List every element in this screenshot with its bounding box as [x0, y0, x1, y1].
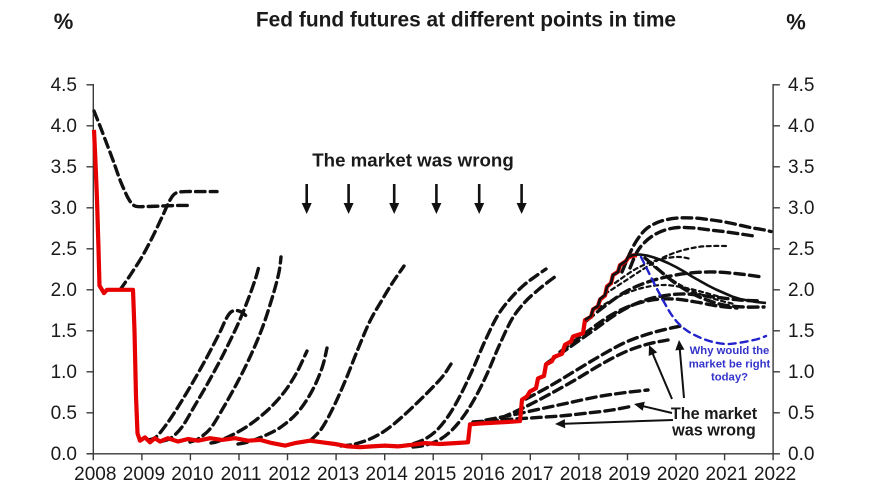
svg-text:2.0: 2.0 — [788, 280, 814, 301]
svg-text:2011: 2011 — [221, 464, 262, 485]
svg-text:0.5: 0.5 — [788, 403, 814, 424]
svg-text:4.5: 4.5 — [788, 75, 814, 96]
svg-text:2008: 2008 — [74, 464, 116, 485]
svg-text:2012: 2012 — [268, 464, 310, 485]
svg-text:1.5: 1.5 — [51, 321, 77, 342]
svg-text:3.0: 3.0 — [788, 198, 814, 219]
svg-text:2014: 2014 — [366, 464, 409, 485]
svg-text:1.0: 1.0 — [788, 362, 814, 383]
svg-text:2016: 2016 — [463, 464, 505, 485]
svg-text:1.5: 1.5 — [788, 321, 814, 342]
svg-text:2018: 2018 — [560, 464, 602, 485]
svg-text:2010: 2010 — [171, 464, 213, 485]
svg-text:2015: 2015 — [414, 464, 456, 485]
svg-text:market be right: market be right — [689, 358, 771, 370]
svg-text:Why would the: Why would the — [690, 345, 770, 357]
svg-text:%: % — [54, 9, 74, 34]
svg-text:3.0: 3.0 — [51, 198, 77, 219]
svg-text:2019: 2019 — [608, 464, 650, 485]
svg-text:2013: 2013 — [317, 464, 359, 485]
svg-text:4.0: 4.0 — [788, 116, 814, 137]
svg-text:today?: today? — [711, 372, 748, 384]
svg-text:4.0: 4.0 — [51, 116, 77, 137]
svg-text:2022: 2022 — [754, 464, 796, 485]
svg-text:2009: 2009 — [123, 464, 165, 485]
svg-text:0.0: 0.0 — [51, 444, 77, 465]
svg-text:4.5: 4.5 — [51, 75, 77, 96]
svg-text:2020: 2020 — [657, 464, 699, 485]
svg-text:%: % — [786, 10, 806, 35]
svg-text:0.5: 0.5 — [51, 403, 77, 424]
svg-text:2021: 2021 — [705, 464, 747, 485]
svg-text:0.0: 0.0 — [788, 444, 814, 465]
svg-text:was wrong: was wrong — [671, 422, 756, 440]
svg-text:Fed fund futures at different: Fed fund futures at different points in … — [256, 9, 676, 32]
svg-text:2017: 2017 — [511, 464, 553, 485]
svg-text:2.0: 2.0 — [51, 280, 77, 301]
svg-text:The market: The market — [671, 405, 758, 423]
svg-text:1.0: 1.0 — [51, 362, 77, 383]
svg-text:3.5: 3.5 — [51, 157, 77, 178]
svg-text:The market was wrong: The market was wrong — [312, 150, 513, 171]
svg-text:2.5: 2.5 — [788, 239, 814, 260]
svg-text:2.5: 2.5 — [51, 239, 77, 260]
svg-text:3.5: 3.5 — [788, 157, 814, 178]
